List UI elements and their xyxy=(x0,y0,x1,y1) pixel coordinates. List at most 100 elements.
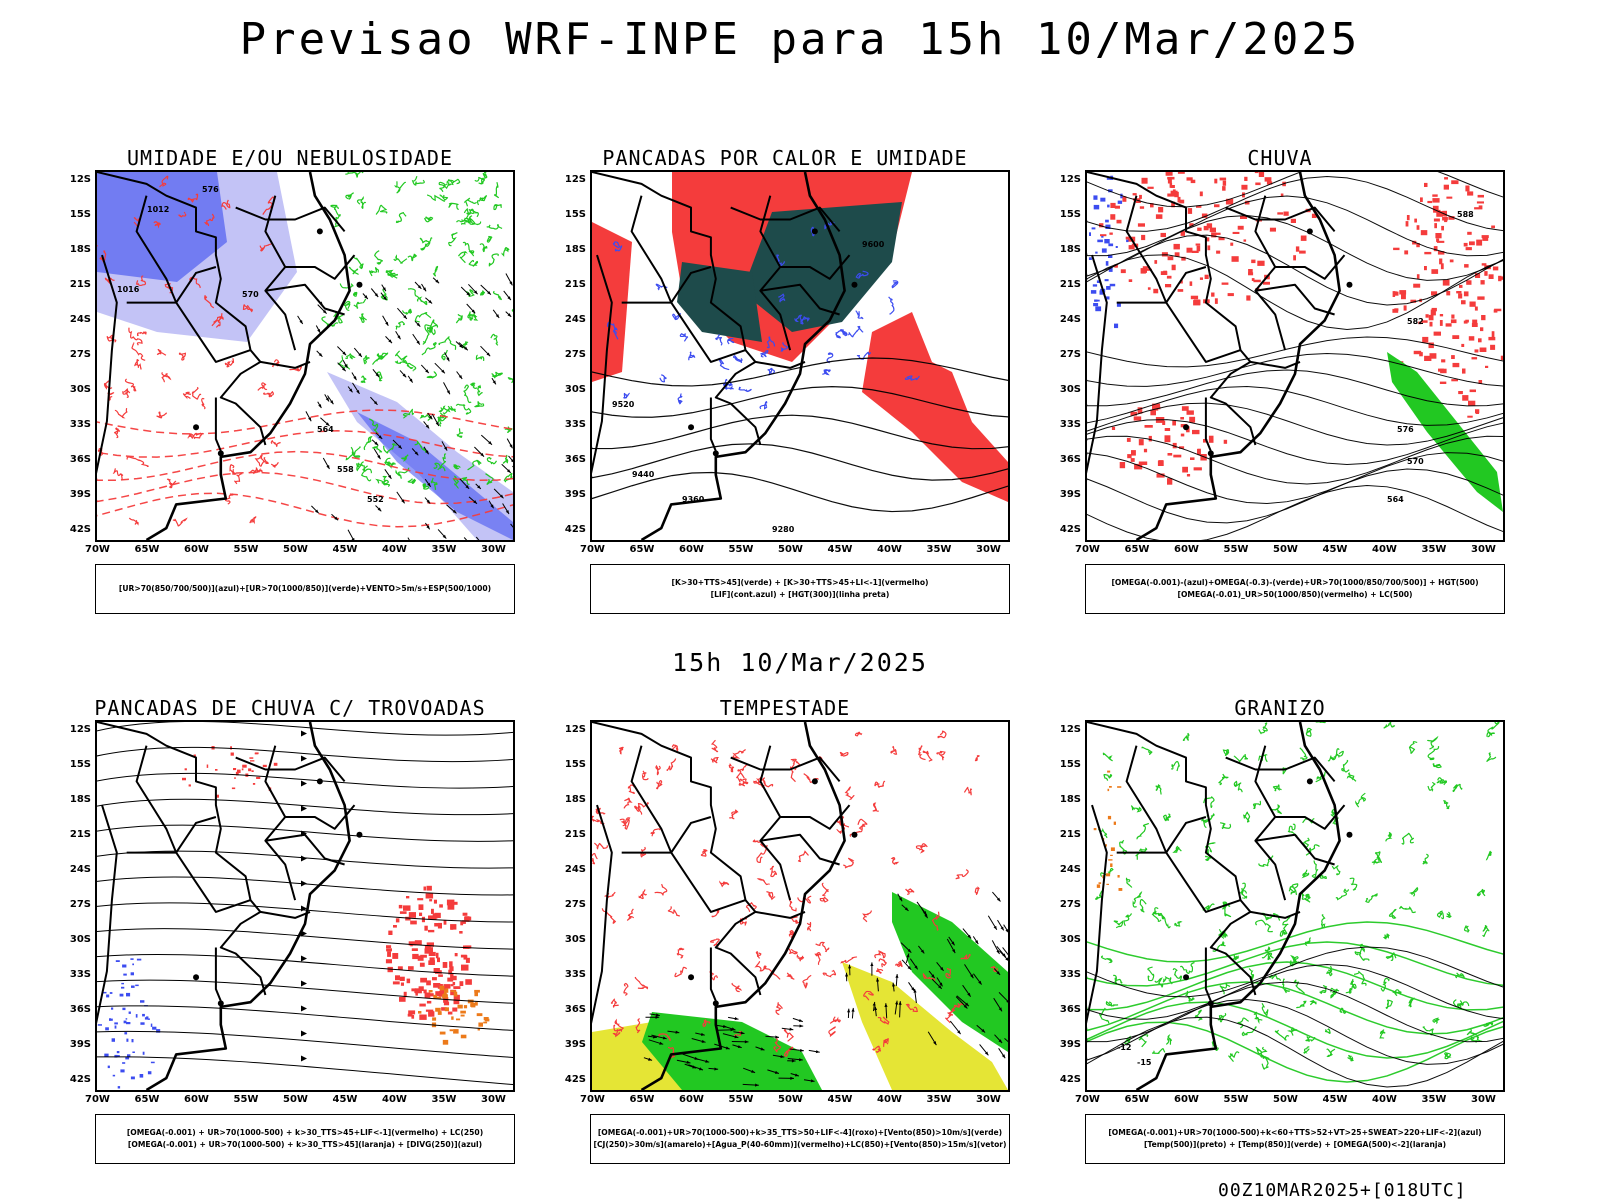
shaded-area xyxy=(474,990,480,993)
country-border xyxy=(216,398,221,452)
longitude-tick: 45W xyxy=(333,1094,358,1105)
thickness-contour xyxy=(129,518,138,525)
longitude-tick: 45W xyxy=(1323,1094,1348,1105)
thickness-contour xyxy=(162,372,170,382)
shaded-area xyxy=(1501,356,1503,360)
precipitable-water-contour xyxy=(655,884,667,895)
lake-marker xyxy=(317,778,323,784)
shaded-area xyxy=(1424,183,1428,187)
shaded-area xyxy=(460,921,463,925)
streamline-arrow xyxy=(301,956,307,962)
temp850-contour xyxy=(1320,985,1327,993)
shaded-area xyxy=(1104,239,1109,243)
temp850-contour xyxy=(1242,1027,1256,1036)
shaded-area xyxy=(420,963,425,967)
streamline-arrow xyxy=(301,1006,307,1012)
longitude-tick: 55W xyxy=(1224,1094,1249,1105)
shaded-area xyxy=(1215,298,1218,304)
shaded-area xyxy=(440,986,445,991)
thickness-contour xyxy=(183,392,191,399)
contour-label: 570 xyxy=(1407,457,1424,466)
shaded-area xyxy=(1108,816,1111,819)
shaded-area xyxy=(452,1008,457,1012)
panel-legend: [UR>70(850/700/500)](azul)+[UR>70(1000/8… xyxy=(95,564,515,614)
thickness-contour xyxy=(129,328,142,346)
temp850-contour xyxy=(1259,723,1267,734)
humidity-contour xyxy=(471,383,478,388)
longitude-tick: 35W xyxy=(927,544,952,555)
shaded-area xyxy=(1470,302,1476,307)
shaded-area xyxy=(1440,382,1446,384)
humidity-contour xyxy=(468,217,480,224)
thickness-contour xyxy=(107,335,116,342)
shaded-area xyxy=(1444,217,1447,223)
precipitable-water-contour xyxy=(776,1003,782,1015)
shaded-area xyxy=(428,960,435,965)
shaded-area xyxy=(1165,284,1171,287)
longitude-tick: 40W xyxy=(877,1094,902,1105)
precipitable-water-contour xyxy=(891,747,897,755)
lake-marker xyxy=(193,424,199,430)
shaded-area xyxy=(129,1012,131,1014)
humidity-contour xyxy=(491,334,498,345)
country-border xyxy=(1250,912,1300,918)
streamline xyxy=(1087,172,1503,207)
shaded-area xyxy=(1472,323,1478,327)
shaded-area xyxy=(393,925,397,928)
contour-label: 576 xyxy=(202,185,219,194)
shaded-area xyxy=(454,987,460,989)
shaded-area xyxy=(1440,314,1443,316)
shaded-area xyxy=(1293,255,1296,260)
shaded-area xyxy=(448,905,455,910)
lake-marker xyxy=(812,228,818,234)
forecast-map xyxy=(95,720,515,1092)
panel-title: UMIDADE E/OU NEBULOSIDADE xyxy=(55,146,525,170)
longitude-tick: 70W xyxy=(580,1094,605,1105)
temp500-contour xyxy=(1087,947,1503,997)
shaded-area xyxy=(1480,348,1487,353)
shaded-area xyxy=(455,953,458,956)
temp850-contour xyxy=(1162,915,1171,928)
temp850-contour xyxy=(1087,922,1503,962)
humidity-contour xyxy=(494,291,502,300)
temp500-contour xyxy=(1087,1017,1503,1087)
longitude-tick: 50W xyxy=(778,544,803,555)
humidity-contour xyxy=(512,302,513,312)
longitude-tick: 60W xyxy=(679,544,704,555)
latitude-tick: 12S xyxy=(70,724,91,735)
shaded-area xyxy=(443,1040,448,1045)
precipitable-water-contour xyxy=(797,955,803,962)
latitude-tick: 15S xyxy=(70,759,91,770)
shaded-area xyxy=(1093,195,1097,199)
shaded-area xyxy=(1393,248,1399,250)
streamline xyxy=(97,773,513,788)
shaded-area xyxy=(1406,221,1409,226)
shaded-area xyxy=(1180,417,1184,420)
precipitable-water-contour xyxy=(651,829,660,836)
temp850-contour xyxy=(1311,1001,1316,1005)
latitude-tick: 30S xyxy=(565,934,586,945)
lif-contour xyxy=(716,335,722,345)
shaded-area xyxy=(432,977,437,980)
shaded-area xyxy=(429,990,433,992)
temp850-contour xyxy=(1234,782,1242,793)
temp850-contour xyxy=(1372,859,1379,864)
shaded-area xyxy=(117,1051,120,1053)
streamline xyxy=(97,929,513,950)
shaded-area xyxy=(116,1055,120,1056)
shaded-area xyxy=(1485,366,1488,368)
shaded-area xyxy=(1270,228,1276,232)
streamline xyxy=(97,1057,513,1085)
forecast-run-label: 00Z10MAR2025+[018UTC] xyxy=(1218,1180,1467,1201)
thickness-contour xyxy=(225,358,233,367)
lake-marker xyxy=(1183,974,1189,980)
humidity-contour xyxy=(408,479,415,483)
shaded-area xyxy=(1441,359,1445,362)
shaded-area xyxy=(1404,305,1407,310)
lake-marker xyxy=(1208,450,1214,456)
panel-title: GRANIZO xyxy=(1045,696,1515,720)
shaded-area xyxy=(1452,335,1459,339)
